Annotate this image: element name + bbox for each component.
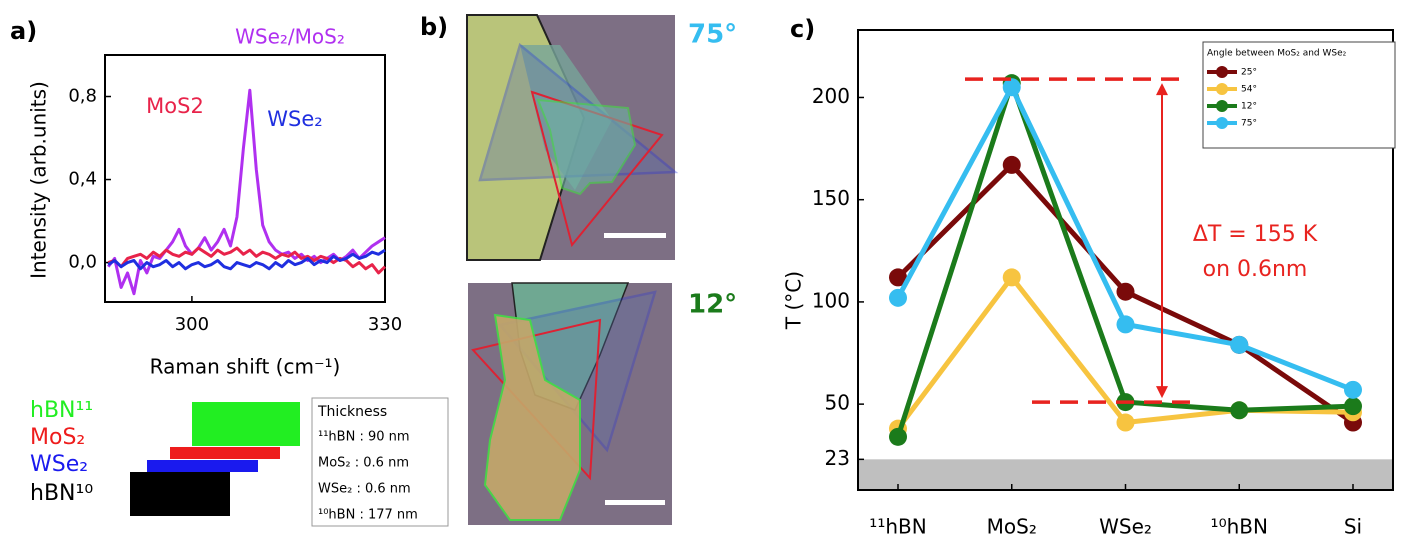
x-axis-label: Raman shift (cm⁻¹) — [150, 355, 341, 379]
series-marker — [1230, 401, 1249, 420]
layer-label: hBN¹⁰ — [30, 481, 93, 506]
x-tick-label: Si — [1344, 515, 1362, 539]
annotation: on 0.6nm — [1203, 257, 1308, 282]
series-marker — [1116, 413, 1135, 432]
thickness-row: MoS₂ : 0.6 nm — [318, 456, 409, 471]
panel-label: b) — [420, 13, 448, 41]
series-label: WSe₂ — [267, 107, 322, 131]
panel-label: a) — [10, 17, 37, 45]
series-line — [107, 248, 386, 271]
series-marker — [1344, 380, 1362, 399]
y-tick-label: 150 — [812, 186, 850, 210]
arrow-head — [1156, 386, 1168, 399]
legend-marker — [1216, 83, 1228, 95]
legend-marker — [1216, 66, 1228, 78]
annotation: ΔT = 155 K — [1193, 222, 1318, 247]
y-tick-label: 23 — [825, 446, 850, 470]
thickness-box — [311, 397, 449, 527]
y-tick-label: 0,8 — [68, 86, 97, 107]
angle-label: 12° — [688, 290, 737, 320]
series-label: MoS2 — [146, 94, 204, 118]
x-tick-label: WSe₂ — [1099, 515, 1152, 539]
arrow-head — [1156, 83, 1168, 96]
angle-label: 75° — [688, 20, 737, 50]
y-tick-label: 200 — [812, 84, 850, 108]
layer-label: MoS₂ — [30, 425, 85, 450]
legend-label: 25° — [1241, 68, 1257, 78]
series-marker — [1344, 397, 1362, 416]
y-tick-label: 100 — [812, 288, 850, 312]
thickness-row: WSe₂ : 0.6 nm — [318, 482, 411, 497]
y-tick-label: 0,0 — [68, 252, 97, 273]
layer — [170, 447, 280, 459]
legend-label: 75° — [1241, 119, 1257, 129]
y-axis-label: T (°C) — [782, 271, 806, 330]
series-marker — [889, 427, 907, 446]
series-marker — [889, 268, 907, 287]
thickness-row: ¹⁰hBN : 177 nm — [318, 508, 418, 523]
series-label: WSe₂/MoS₂ — [235, 25, 345, 49]
layer-label: WSe₂ — [30, 452, 88, 477]
layer — [192, 402, 300, 446]
x-tick-label: 300 — [175, 314, 209, 335]
series-marker — [1002, 268, 1021, 287]
plot-frame — [104, 54, 386, 303]
legend-marker — [1216, 100, 1228, 112]
x-tick-label: ¹⁰hBN — [1211, 515, 1268, 539]
series-marker — [1230, 335, 1249, 354]
layer-label: hBN¹¹ — [30, 398, 93, 423]
y-axis-label: Intensity (arb.units) — [27, 81, 51, 279]
legend-label: 54° — [1241, 85, 1257, 95]
panel-label: c) — [790, 15, 815, 43]
legend-marker — [1216, 117, 1228, 129]
y-tick-label: 0,4 — [68, 169, 97, 190]
x-tick-label: 330 — [368, 314, 402, 335]
legend-title: Angle between MoS₂ and WSe₂ — [1207, 49, 1347, 59]
x-tick-label: ¹¹hBN — [869, 515, 926, 539]
layer — [147, 460, 258, 472]
series-marker — [1116, 315, 1135, 334]
y-tick-label: 50 — [825, 391, 850, 415]
thickness-title: Thickness — [317, 404, 387, 420]
x-tick-label: MoS₂ — [987, 515, 1037, 539]
series-marker — [1116, 282, 1135, 301]
series-marker — [1002, 78, 1021, 97]
legend-label: 12° — [1241, 102, 1257, 112]
micrograph-top — [466, 14, 679, 261]
legend-box — [1202, 41, 1396, 149]
series-marker — [889, 288, 907, 307]
thickness-row: ¹¹hBN : 90 nm — [318, 430, 410, 445]
series-marker — [1002, 155, 1021, 174]
layer — [130, 472, 230, 516]
micrograph-bottom — [468, 282, 672, 525]
